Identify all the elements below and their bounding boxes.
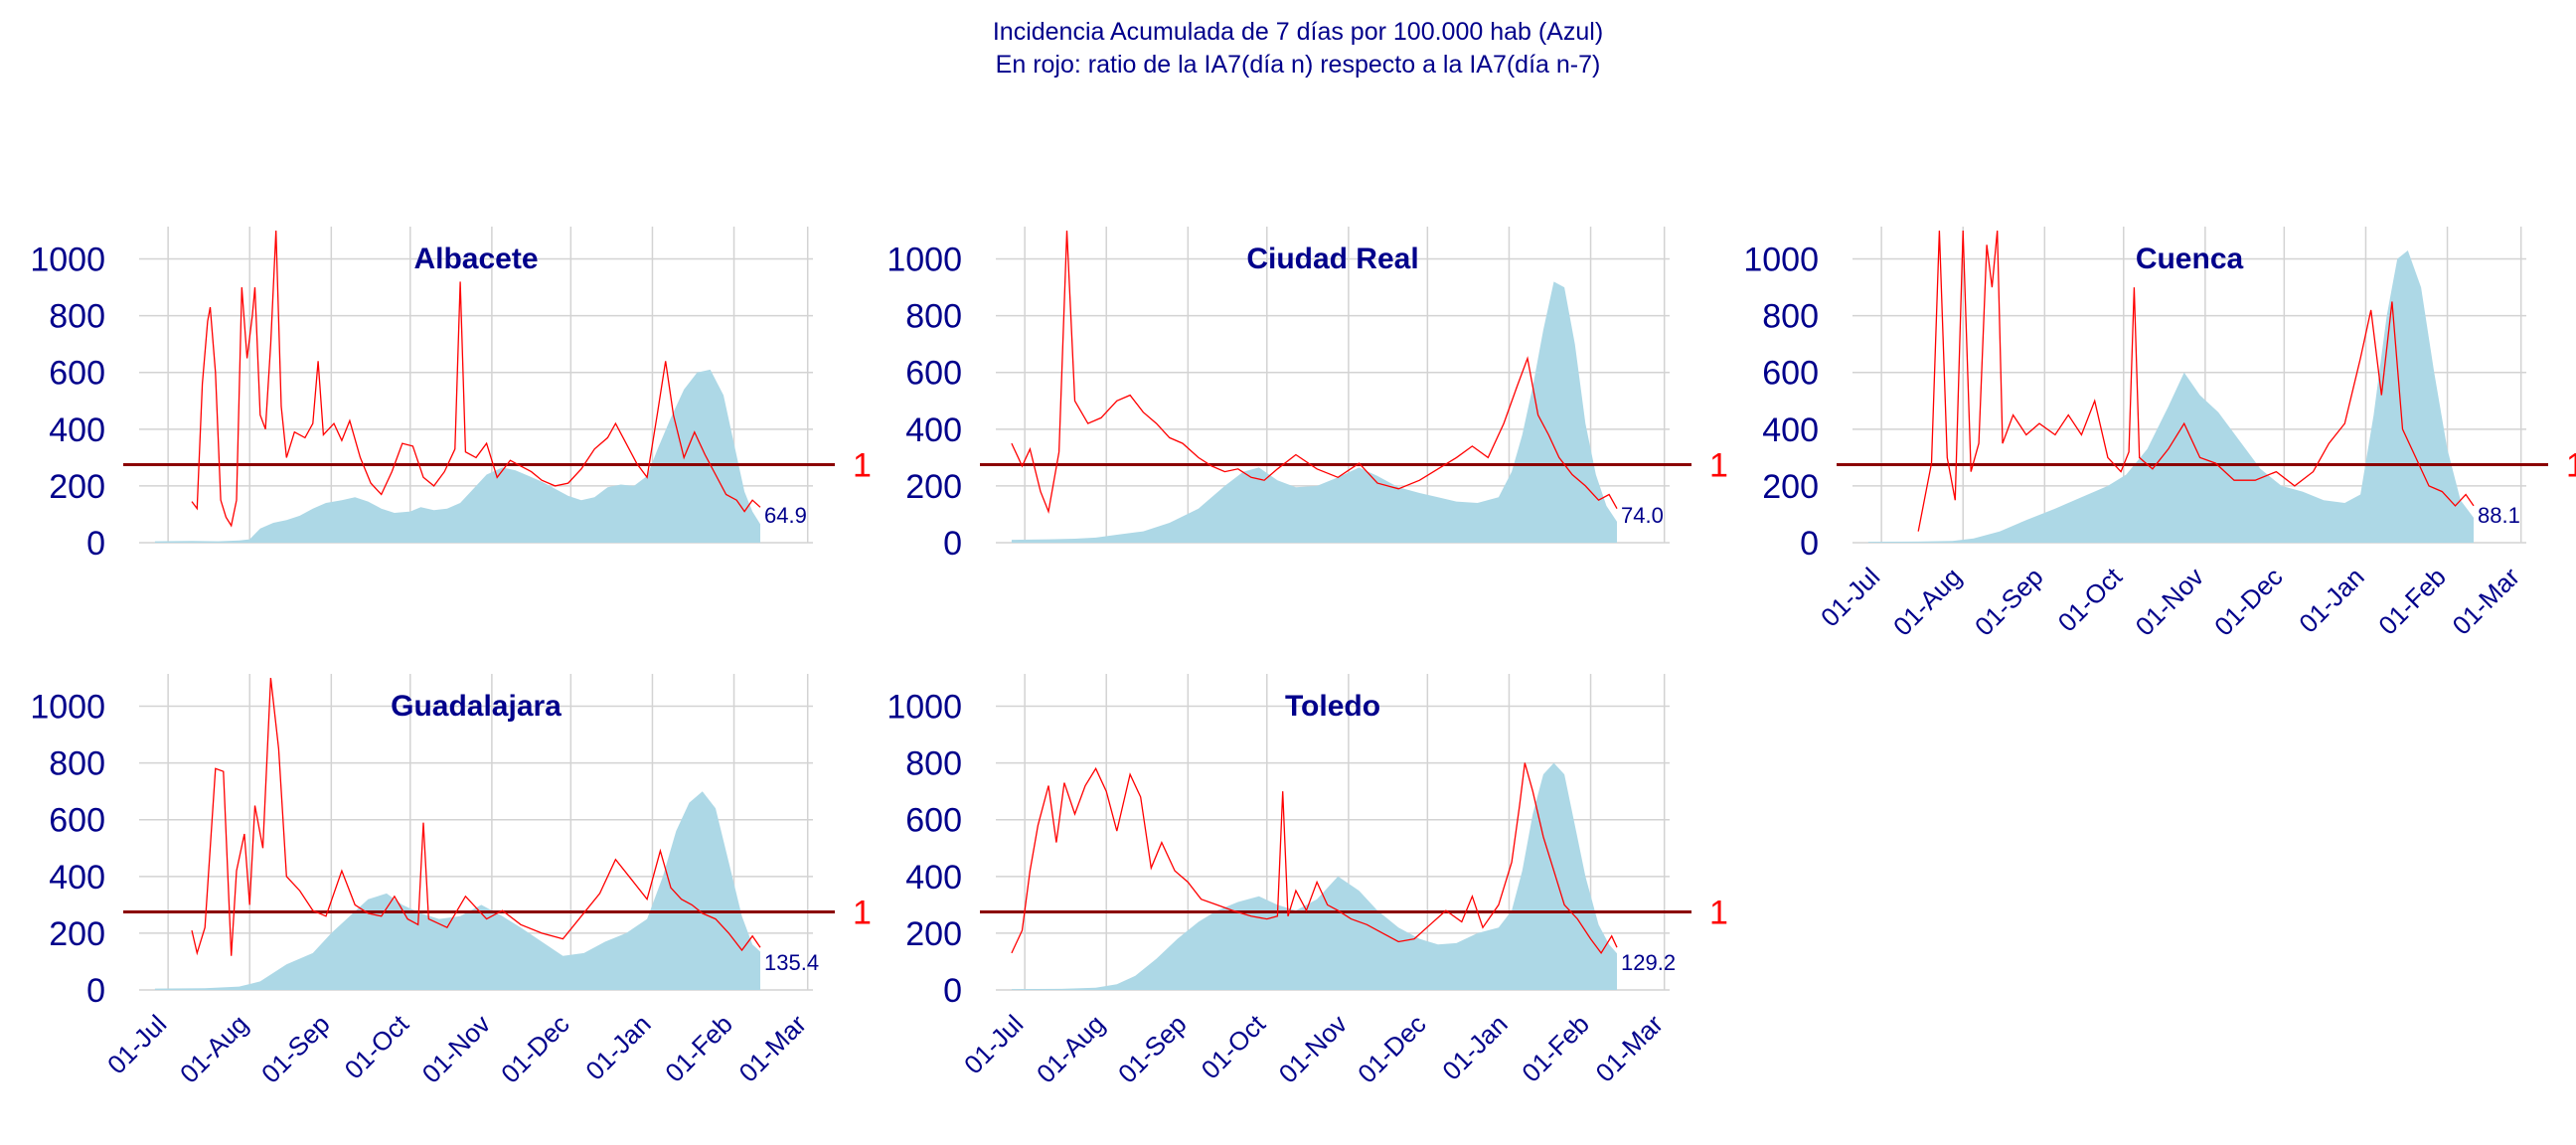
last-value-label: 135.4 <box>764 950 819 975</box>
y-tick-label: 400 <box>49 859 105 897</box>
y-tick-label: 200 <box>49 915 105 953</box>
x-tick-label: 01-Jul <box>1815 562 1885 632</box>
panel-albacete: 0 200 400 600 800 1000 Albacete 1 64.9 <box>30 227 872 563</box>
reference-label: 1 <box>853 447 872 485</box>
x-tick-label: 01-Jan <box>579 1009 656 1085</box>
panel-ciudad-real: 0 200 400 600 800 1000 Ciudad Real 1 74.0 <box>886 227 1728 563</box>
x-tick-label: 01-Dec <box>1352 1009 1431 1088</box>
y-tick-label: 800 <box>49 298 105 336</box>
panel-guadalajara: 0 200 400 600 800 1000 Guadalajara 1 135.4 01-Jul… <box>30 674 872 1089</box>
x-tick-label: 01-Oct <box>1196 1008 1272 1084</box>
x-tick-label: 01-Sep <box>255 1009 335 1088</box>
y-tick-label: 0 <box>86 972 105 1010</box>
incidence-area <box>154 369 760 543</box>
incidence-area <box>1011 762 1617 990</box>
last-value-label: 88.1 <box>2478 503 2520 528</box>
x-tick-label: 01-Dec <box>495 1009 574 1088</box>
last-value-label: 64.9 <box>764 503 807 528</box>
y-tick-label: 600 <box>905 355 962 393</box>
y-tick-label: 600 <box>905 802 962 840</box>
x-tick-label: 01-Aug <box>1031 1009 1110 1088</box>
ratio-line <box>191 231 761 528</box>
panel-title: Guadalajara <box>391 690 562 723</box>
panel-title: Albacete <box>413 243 538 275</box>
y-tick-label: 600 <box>49 802 105 840</box>
x-tick-label: 01-Oct <box>339 1008 415 1084</box>
x-tick-label: 01-Sep <box>1969 562 2048 641</box>
last-value-label: 74.0 <box>1621 503 1664 528</box>
y-tick-label: 800 <box>1762 298 1819 336</box>
panel-title: Cuenca <box>2136 243 2244 275</box>
reference-label: 1 <box>1709 895 1728 932</box>
reference-label: 1 <box>1709 447 1728 485</box>
y-tick-label: 1000 <box>886 689 962 727</box>
y-tick-label: 0 <box>86 525 105 563</box>
y-tick-label: 400 <box>49 411 105 449</box>
x-tick-label: 01-Aug <box>174 1009 253 1088</box>
ratio-line <box>1011 762 1618 955</box>
x-tick-label: 01-Mar <box>732 1009 812 1088</box>
x-tick-label: 01-Nov <box>2130 562 2209 641</box>
x-tick-label: 01-Mar <box>2446 562 2525 641</box>
y-tick-label: 0 <box>943 525 962 563</box>
ratio-line <box>1011 231 1618 514</box>
y-tick-label: 1000 <box>1743 242 1819 279</box>
ratio-line <box>191 678 761 956</box>
y-tick-label: 800 <box>905 745 962 783</box>
reference-label: 1 <box>2566 447 2576 485</box>
x-tick-label: 01-Mar <box>1589 1009 1669 1088</box>
y-tick-label: 0 <box>943 972 962 1010</box>
panel-title: Ciudad Real <box>1246 243 1418 275</box>
x-tick-label: 01-Jan <box>2293 562 2369 638</box>
y-tick-label: 800 <box>905 298 962 336</box>
y-tick-label: 400 <box>1762 411 1819 449</box>
incidence-area <box>154 791 760 990</box>
x-tick-label: 01-Aug <box>1887 562 1967 641</box>
x-tick-label: 01-Nov <box>416 1009 496 1088</box>
y-tick-label: 200 <box>905 915 962 953</box>
y-tick-label: 200 <box>905 468 962 506</box>
y-tick-label: 1000 <box>886 242 962 279</box>
y-tick-label: 1000 <box>30 242 105 279</box>
y-tick-label: 400 <box>905 859 962 897</box>
x-tick-label: 01-Nov <box>1273 1009 1353 1088</box>
y-tick-label: 1000 <box>30 689 105 727</box>
panel-title: Toledo <box>1285 690 1380 723</box>
y-tick-label: 400 <box>905 411 962 449</box>
incidence-area <box>1011 281 1617 543</box>
last-value-label: 129.2 <box>1621 950 1676 975</box>
x-tick-label: 01-Feb <box>2372 562 2451 640</box>
y-tick-label: 0 <box>1800 525 1819 563</box>
panel-cuenca: 0 200 400 600 800 1000 Cuenca 1 88.1 01-Jul 01-Aug… <box>1743 227 2576 642</box>
x-tick-label: 01-Feb <box>1516 1009 1594 1087</box>
ratio-line <box>1917 231 2475 532</box>
y-tick-label: 600 <box>1762 355 1819 393</box>
x-tick-label: 01-Jul <box>958 1009 1029 1079</box>
x-tick-label: 01-Oct <box>2052 561 2129 637</box>
x-tick-label: 01-Jul <box>101 1009 172 1079</box>
reference-label: 1 <box>853 895 872 932</box>
incidence-area <box>1867 250 2474 543</box>
panel-toledo: 0 200 400 600 800 1000 Toledo 1 129.2 01-Jul 01-Au… <box>886 674 1728 1089</box>
x-tick-label: 01-Feb <box>659 1009 737 1087</box>
x-tick-label: 01-Jan <box>1436 1009 1513 1085</box>
chart-title-line-1: Incidencia Acumulada de 7 días por 100.0… <box>993 18 1603 46</box>
y-tick-label: 200 <box>49 468 105 506</box>
x-tick-label: 01-Dec <box>2208 562 2288 641</box>
y-tick-label: 800 <box>49 745 105 783</box>
x-tick-label: 01-Sep <box>1112 1009 1192 1088</box>
y-tick-label: 600 <box>49 355 105 393</box>
y-tick-label: 200 <box>1762 468 1819 506</box>
chart-title-line-2: En rojo: ratio de la IA7(día n) respecto… <box>996 51 1601 79</box>
